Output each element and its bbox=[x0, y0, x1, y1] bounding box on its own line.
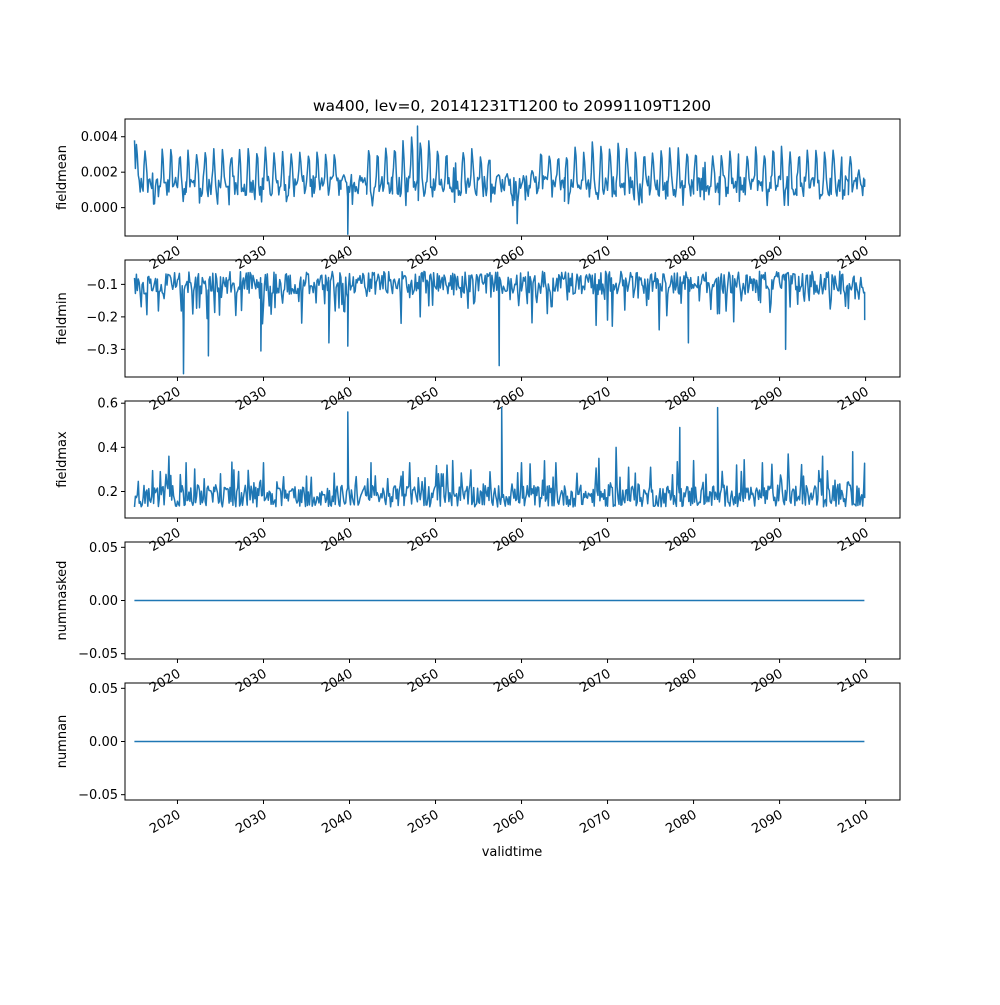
chart-title: wa400, lev=0, 20141231T1200 to 20991109T… bbox=[313, 97, 711, 115]
y-tick-label: 0.05 bbox=[89, 541, 118, 556]
x-tick-label: 2040 bbox=[319, 525, 355, 555]
x-tick-label: 2060 bbox=[491, 666, 527, 696]
axes-frame bbox=[124, 541, 901, 660]
axes-frame bbox=[124, 400, 901, 519]
y-tick-label: 0.002 bbox=[81, 166, 118, 181]
y-tick-label: −0.1 bbox=[86, 278, 118, 293]
x-tick-label: 2040 bbox=[319, 243, 355, 273]
series-line-fieldmean bbox=[133, 125, 866, 235]
y-tick-label: −0.05 bbox=[78, 647, 118, 662]
y-axis-label: fieldmax bbox=[55, 431, 70, 488]
x-tick-label: 2070 bbox=[577, 525, 613, 555]
x-tick-label: 2060 bbox=[491, 525, 527, 555]
axes-frame bbox=[124, 682, 901, 801]
x-tick-label: 2060 bbox=[491, 384, 527, 414]
y-tick-label: −0.05 bbox=[78, 788, 118, 803]
x-tick-label: 2050 bbox=[405, 243, 441, 273]
x-tick-label: 2100 bbox=[835, 666, 871, 696]
x-tick-label: 2080 bbox=[663, 243, 699, 273]
x-tick-label: 2070 bbox=[577, 807, 613, 837]
x-tick-label: 2070 bbox=[577, 384, 613, 414]
y-tick-label: 0.05 bbox=[89, 682, 118, 697]
x-tick-label: 2060 bbox=[491, 807, 527, 837]
x-tick-label: 2100 bbox=[835, 525, 871, 555]
y-tick-label: 0.4 bbox=[97, 441, 118, 456]
x-axis-label: validtime bbox=[482, 845, 543, 860]
y-tick-label: 0.00 bbox=[89, 594, 118, 609]
x-tick-label: 2050 bbox=[405, 525, 441, 555]
panel-nummasked: −0.05 0.00 0.05 2020 2030 2040 2050 2060 2070 208… bbox=[55, 541, 901, 696]
x-tick-label: 2100 bbox=[835, 807, 871, 837]
x-tick-label: 2080 bbox=[663, 666, 699, 696]
y-tick-label: 0.00 bbox=[89, 735, 118, 750]
x-tick-label: 2090 bbox=[749, 807, 785, 837]
x-tick-label: 2030 bbox=[233, 243, 269, 273]
axes-frame bbox=[124, 118, 901, 237]
x-tick-label: 2020 bbox=[147, 666, 183, 696]
y-axis-label: fieldmean bbox=[55, 145, 70, 210]
panel-fieldmax: 0.2 0.4 0.6 2020 2030 2040 2050 2060 2070 2080 209… bbox=[55, 397, 901, 555]
x-tick-label: 2090 bbox=[749, 384, 785, 414]
chart-panels: 0.000 0.002 0.004 2020 2030 2040 2050 2060 2070 2… bbox=[55, 118, 901, 837]
x-tick-label: 2090 bbox=[749, 666, 785, 696]
y-tick-label: 0.000 bbox=[81, 201, 118, 216]
series-line-fieldmax bbox=[133, 406, 866, 508]
y-tick-label: 0.6 bbox=[97, 397, 118, 412]
y-tick-label: −0.2 bbox=[86, 310, 118, 325]
x-tick-label: 2020 bbox=[147, 384, 183, 414]
x-tick-label: 2030 bbox=[233, 384, 269, 414]
panel-numnan: −0.05 0.00 0.05 2020 2030 2040 2050 2060 2070 208… bbox=[55, 682, 901, 837]
x-tick-label: 2080 bbox=[663, 384, 699, 414]
y-axis-label: fieldmin bbox=[55, 292, 70, 345]
x-tick-label: 2030 bbox=[233, 525, 269, 555]
x-tick-label: 2080 bbox=[663, 525, 699, 555]
y-axis-label: nummasked bbox=[55, 561, 70, 641]
x-tick-label: 2050 bbox=[405, 807, 441, 837]
x-tick-label: 2040 bbox=[319, 807, 355, 837]
x-tick-label: 2090 bbox=[749, 525, 785, 555]
x-tick-label: 2020 bbox=[147, 243, 183, 273]
x-tick-label: 2070 bbox=[577, 243, 613, 273]
x-tick-label: 2050 bbox=[405, 384, 441, 414]
y-tick-label: −0.3 bbox=[86, 343, 118, 358]
x-tick-label: 2050 bbox=[405, 666, 441, 696]
axes-frame bbox=[124, 259, 901, 378]
x-tick-label: 2080 bbox=[663, 807, 699, 837]
x-tick-label: 2090 bbox=[749, 243, 785, 273]
y-axis-label: numnan bbox=[55, 715, 70, 769]
panel-fieldmean: 0.000 0.002 0.004 2020 2030 2040 2050 2060 2070 2… bbox=[55, 118, 901, 273]
panel-fieldmin: −0.3 −0.2 −0.1 2020 2030 2040 2050 2060 2070 2080… bbox=[55, 259, 901, 414]
x-tick-label: 2100 bbox=[835, 243, 871, 273]
y-tick-label: 0.004 bbox=[81, 130, 118, 145]
x-tick-label: 2070 bbox=[577, 666, 613, 696]
x-tick-label: 2040 bbox=[319, 666, 355, 696]
x-tick-label: 2030 bbox=[233, 807, 269, 837]
x-tick-label: 2030 bbox=[233, 666, 269, 696]
x-tick-label: 2020 bbox=[147, 807, 183, 837]
y-tick-label: 0.2 bbox=[97, 485, 118, 500]
series-line-fieldmin bbox=[133, 270, 866, 375]
x-tick-label: 2020 bbox=[147, 525, 183, 555]
x-tick-label: 2100 bbox=[835, 384, 871, 414]
x-tick-label: 2040 bbox=[319, 384, 355, 414]
x-tick-label: 2060 bbox=[491, 243, 527, 273]
